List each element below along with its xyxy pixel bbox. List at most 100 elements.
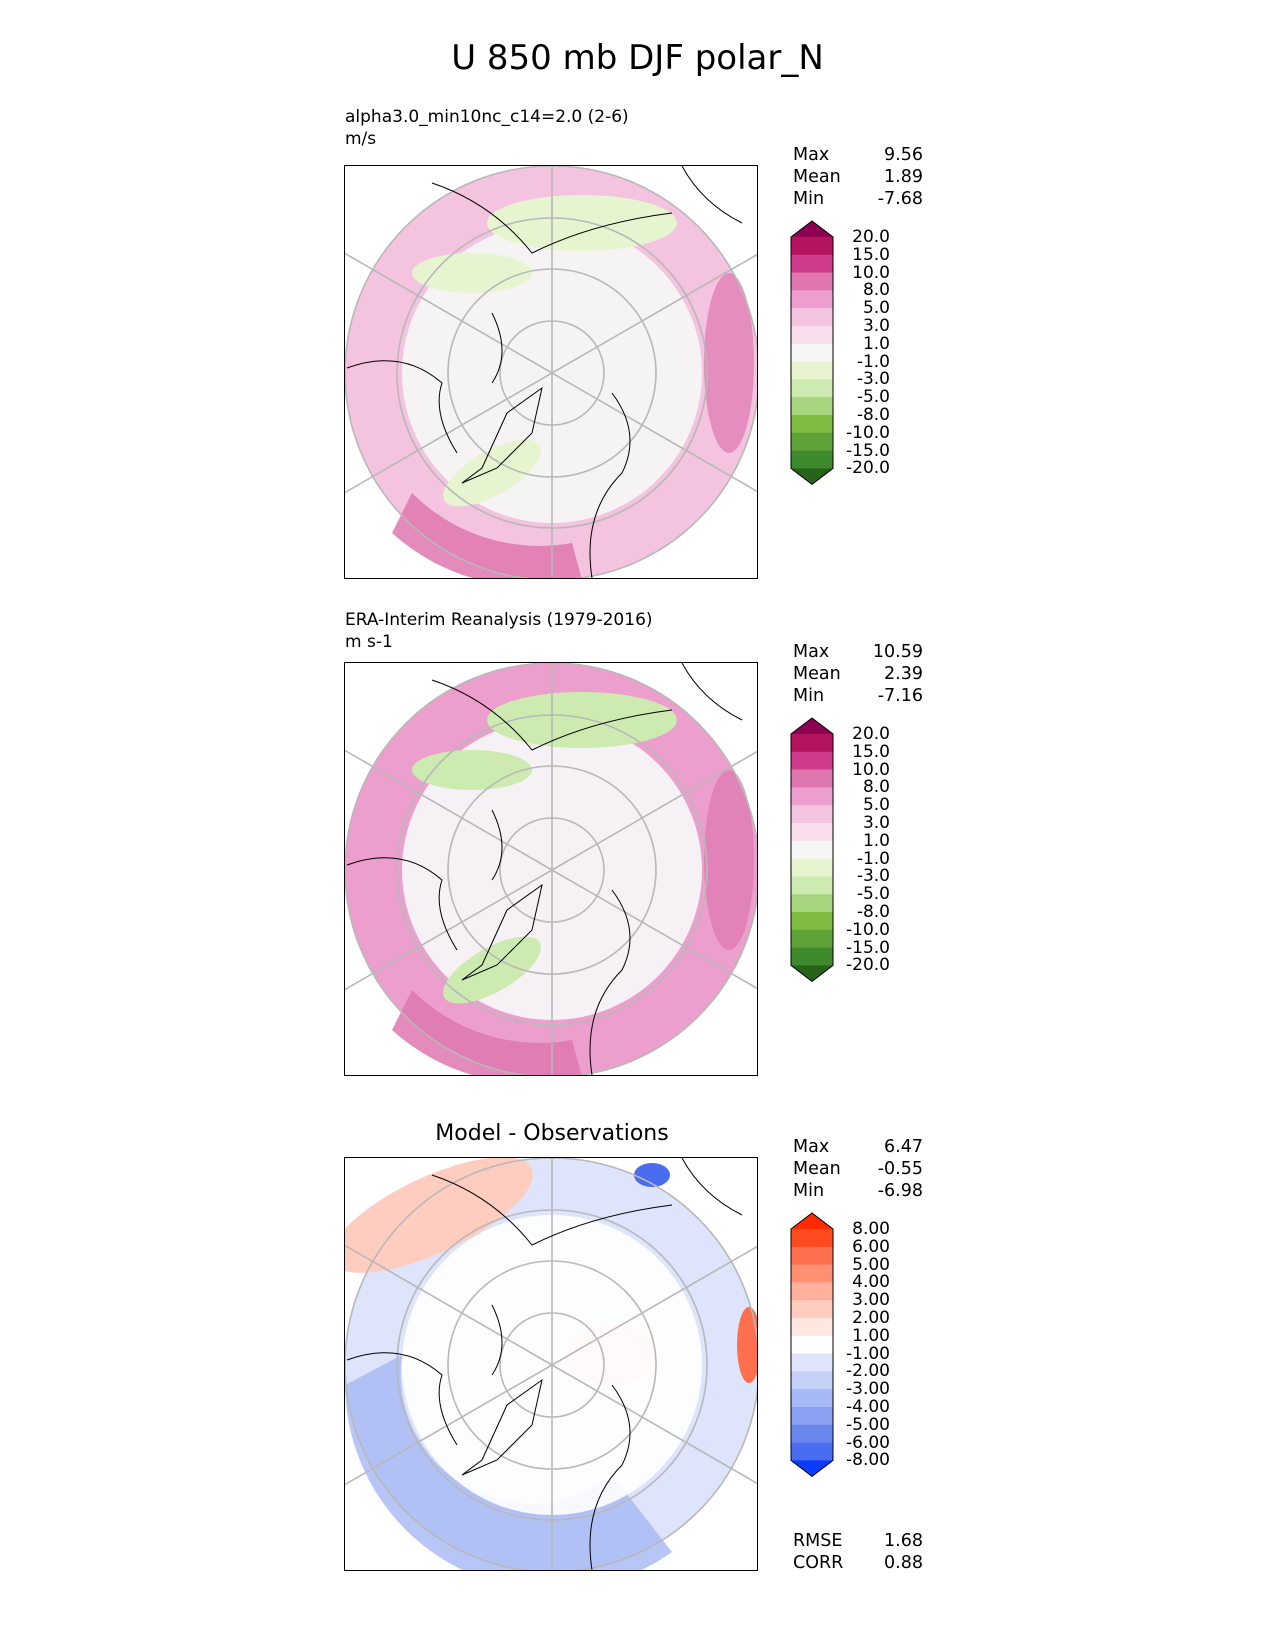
coastline bbox=[491, 809, 503, 881]
panel1-colorbar bbox=[790, 220, 834, 489]
colorbar-under-triangle bbox=[791, 965, 833, 982]
colorbar-swatch bbox=[791, 787, 833, 806]
stat-value: 9.56 bbox=[884, 145, 923, 165]
stat-label: Max bbox=[793, 1137, 830, 1157]
panel1-stat-mean: Mean 1.89 bbox=[793, 166, 923, 188]
field-negative-peak bbox=[634, 1163, 670, 1187]
panel2-units: m s-1 bbox=[345, 632, 393, 652]
coastline bbox=[491, 1304, 503, 1376]
colorbar-tick-label: 1.0 bbox=[862, 333, 890, 354]
stat-value: 2.39 bbox=[884, 664, 923, 684]
colorbar-outline bbox=[790, 717, 834, 983]
colorbar-swatch bbox=[791, 876, 833, 895]
coastline bbox=[589, 889, 631, 1075]
colorbar-swatch bbox=[791, 237, 833, 256]
panel2-title: ERA-Interim Reanalysis (1979-2016) bbox=[345, 610, 653, 630]
colorbar-swatch bbox=[791, 805, 833, 824]
colorbar-swatch bbox=[791, 379, 833, 398]
colorbar-swatch bbox=[791, 397, 833, 416]
field-positive-region bbox=[345, 1158, 533, 1273]
polar-map-svg bbox=[345, 166, 757, 578]
colorbar-tick-label: 1.00 bbox=[852, 1325, 890, 1346]
coastline bbox=[491, 312, 503, 384]
colorbar-swatch bbox=[791, 308, 833, 327]
colorbar-swatch bbox=[791, 450, 833, 469]
panel1-title: alpha3.0_min10nc_c14=2.0 (2-6) bbox=[345, 107, 629, 127]
stat-label: Max bbox=[793, 642, 830, 662]
panel1-stats: Max 9.56 Mean 1.89 Min -7.68 bbox=[793, 144, 923, 210]
colorbar-swatch bbox=[791, 769, 833, 788]
coastline bbox=[681, 663, 743, 721]
colorbar-tick-label: 8.00 bbox=[852, 1219, 890, 1239]
coastline bbox=[681, 1158, 743, 1216]
coastline bbox=[346, 1352, 458, 1446]
colorbar-swatch bbox=[791, 1424, 833, 1443]
graticule-meridian bbox=[345, 749, 553, 871]
polar-map-svg bbox=[345, 1158, 757, 1570]
colorbar-outline bbox=[790, 220, 834, 486]
panel3-extra-stats: RMSE 1.68 CORR 0.88 bbox=[793, 1530, 923, 1574]
stat-value: 1.68 bbox=[884, 1531, 923, 1551]
panel3-colorbar bbox=[790, 1212, 834, 1481]
field-strong-wind bbox=[704, 273, 754, 453]
coastline bbox=[461, 386, 543, 484]
coastline bbox=[461, 883, 543, 981]
colorbar-tick-label: -20.0 bbox=[846, 458, 890, 479]
graticule-meridian bbox=[551, 253, 757, 374]
colorbar-swatch bbox=[791, 1264, 833, 1283]
colorbar-tick-label: -10.0 bbox=[846, 422, 890, 443]
coastline bbox=[461, 1378, 543, 1476]
colorbar-swatch bbox=[791, 1335, 833, 1354]
panel2-labels: ERA-Interim Reanalysis (1979-2016) m s-1 bbox=[345, 609, 653, 653]
colorbar-tick-label: 20.0 bbox=[852, 724, 890, 744]
stat-label: Max bbox=[793, 145, 830, 165]
colorbar-swatch bbox=[791, 1318, 833, 1337]
graticule-meridian bbox=[551, 1245, 757, 1366]
field-negative-region bbox=[345, 1355, 672, 1570]
field-green-region bbox=[412, 750, 532, 790]
stat-label: Mean bbox=[793, 167, 841, 187]
panel3-stats: Max 6.47 Mean -0.55 Min -6.98 bbox=[793, 1136, 923, 1202]
colorbar-tick-label: -1.0 bbox=[856, 351, 890, 372]
colorbar-swatch bbox=[791, 290, 833, 309]
coastline bbox=[589, 1384, 631, 1570]
colorbar-svg bbox=[790, 1212, 834, 1478]
colorbar-over-triangle bbox=[791, 1213, 833, 1229]
colorbar-swatch bbox=[791, 1229, 833, 1248]
colorbar-swatch bbox=[791, 751, 833, 770]
panel3-stat-max: Max 6.47 bbox=[793, 1136, 923, 1158]
colorbar-tick-label: -20.0 bbox=[846, 955, 890, 976]
colorbar-tick-label: 4.00 bbox=[852, 1272, 890, 1293]
colorbar-swatch bbox=[791, 947, 833, 966]
panel1-stat-max: Max 9.56 bbox=[793, 144, 923, 166]
colorbar-under-triangle bbox=[791, 468, 833, 485]
graticule-meridian bbox=[345, 869, 553, 991]
field-green-region bbox=[487, 195, 677, 251]
field-positive-peak bbox=[737, 1307, 757, 1383]
colorbar-tick-label: 5.0 bbox=[862, 298, 890, 319]
colorbar-swatch bbox=[791, 1246, 833, 1265]
coastline bbox=[681, 166, 743, 224]
colorbar-swatch bbox=[791, 1371, 833, 1390]
colorbar-over-triangle bbox=[791, 221, 833, 237]
colorbar-tick-label: 8.0 bbox=[862, 280, 890, 301]
colorbar-tick-label: 5.00 bbox=[852, 1254, 890, 1275]
stat-value: 10.59 bbox=[872, 642, 923, 662]
graticule-meridian bbox=[551, 750, 757, 871]
colorbar-tick-label: -1.0 bbox=[856, 848, 890, 869]
colorbar-tick-label: 15.0 bbox=[852, 244, 890, 265]
colorbar-tick-label: 10.0 bbox=[852, 262, 890, 283]
stat-value: -6.98 bbox=[877, 1181, 923, 1201]
stat-label: Min bbox=[793, 686, 825, 706]
colorbar-swatch bbox=[791, 415, 833, 434]
figure-title: U 850 mb DJF polar_N bbox=[451, 38, 824, 78]
stat-label: RMSE bbox=[793, 1531, 843, 1551]
colorbar-tick-label: 1.0 bbox=[862, 830, 890, 851]
colorbar-swatch bbox=[791, 823, 833, 842]
stat-label: Mean bbox=[793, 664, 841, 684]
stat-label: CORR bbox=[793, 1553, 844, 1573]
field-green-region bbox=[412, 253, 532, 293]
colorbar-swatch bbox=[791, 1353, 833, 1372]
colorbar-tick-label: -8.00 bbox=[846, 1450, 890, 1471]
panel1-units: m/s bbox=[345, 129, 377, 149]
